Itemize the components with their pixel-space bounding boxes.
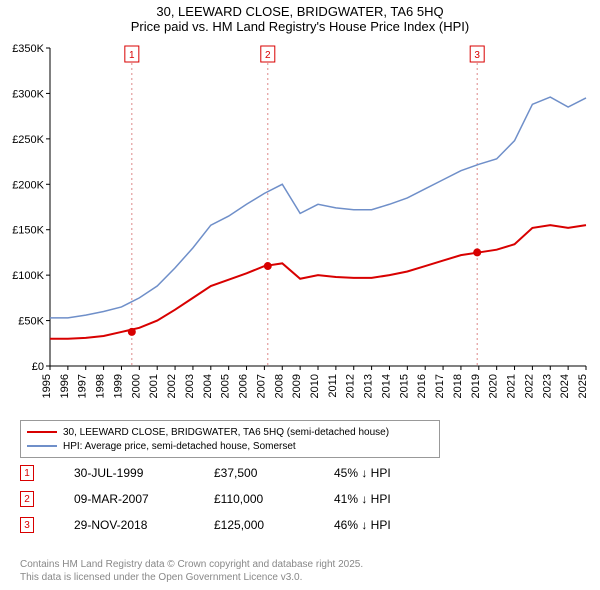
title-line1: 30, LEEWARD CLOSE, BRIDGWATER, TA6 5HQ: [0, 4, 600, 19]
footer-line1: Contains HM Land Registry data © Crown c…: [20, 559, 363, 572]
sales-row: 2 09-MAR-2007£110,00041% ↓ HPI: [20, 486, 434, 512]
svg-text:2019: 2019: [470, 374, 482, 398]
svg-text:2006: 2006: [238, 374, 250, 398]
legend: 30, LEEWARD CLOSE, BRIDGWATER, TA6 5HQ (…: [20, 420, 440, 458]
svg-text:2016: 2016: [416, 374, 428, 398]
svg-text:2001: 2001: [148, 374, 160, 398]
sale-price: £37,500: [214, 466, 334, 480]
svg-text:2024: 2024: [559, 374, 571, 398]
legend-row: 30, LEEWARD CLOSE, BRIDGWATER, TA6 5HQ (…: [27, 425, 433, 439]
svg-text:£350K: £350K: [12, 43, 44, 55]
svg-text:£0: £0: [32, 361, 44, 373]
svg-text:2003: 2003: [184, 374, 196, 398]
chart-svg: £0 £50K £100K £150K £200K £250K £300K £350K 1995…: [0, 40, 600, 410]
sale-marker-box: 2: [20, 491, 34, 507]
sales-table: 1 30-JUL-1999£37,50045% ↓ HPI 2 09-MAR-2007…: [20, 460, 434, 538]
svg-text:2013: 2013: [363, 374, 375, 398]
svg-text:3: 3: [474, 50, 480, 61]
chart-title: 30, LEEWARD CLOSE, BRIDGWATER, TA6 5HQ P…: [0, 0, 600, 34]
legend-label: 30, LEEWARD CLOSE, BRIDGWATER, TA6 5HQ (…: [63, 427, 389, 438]
svg-text:1995: 1995: [41, 374, 53, 398]
svg-text:£300K: £300K: [12, 88, 44, 100]
sale-delta: 46% ↓ HPI: [334, 518, 434, 532]
svg-text:2004: 2004: [202, 374, 214, 398]
svg-text:£250K: £250K: [12, 134, 44, 146]
sale-marker-box: 3: [20, 517, 34, 533]
svg-text:2025: 2025: [577, 374, 589, 398]
svg-text:2021: 2021: [506, 374, 518, 398]
svg-text:2012: 2012: [345, 374, 357, 398]
sale-price: £125,000: [214, 518, 334, 532]
sale-marker-box: 1: [20, 465, 34, 481]
sales-row: 3 29-NOV-2018£125,00046% ↓ HPI: [20, 512, 434, 538]
sale-date: 09-MAR-2007: [74, 492, 214, 506]
svg-text:2015: 2015: [398, 374, 410, 398]
svg-text:2002: 2002: [166, 374, 178, 398]
title-line2: Price paid vs. HM Land Registry's House …: [0, 19, 600, 34]
sale-date: 30-JUL-1999: [74, 466, 214, 480]
svg-text:2018: 2018: [452, 374, 464, 398]
svg-text:1997: 1997: [77, 374, 89, 398]
svg-text:2007: 2007: [255, 374, 267, 398]
svg-text:1: 1: [129, 50, 135, 61]
sale-delta: 41% ↓ HPI: [334, 492, 434, 506]
svg-text:2: 2: [265, 50, 271, 61]
svg-text:1998: 1998: [95, 374, 107, 398]
svg-text:1999: 1999: [112, 374, 124, 398]
svg-text:£150K: £150K: [12, 225, 44, 237]
chart-area: £0 £50K £100K £150K £200K £250K £300K £350K 1995…: [0, 40, 600, 410]
legend-swatch: [27, 445, 57, 447]
svg-text:2020: 2020: [488, 374, 500, 398]
svg-text:£200K: £200K: [12, 179, 44, 191]
svg-text:2017: 2017: [434, 374, 446, 398]
sale-date: 29-NOV-2018: [74, 518, 214, 532]
svg-text:2000: 2000: [130, 374, 142, 398]
legend-swatch: [27, 431, 57, 433]
svg-text:2022: 2022: [523, 374, 535, 398]
legend-label: HPI: Average price, semi-detached house,…: [63, 441, 296, 452]
svg-text:2005: 2005: [220, 374, 232, 398]
legend-row: HPI: Average price, semi-detached house,…: [27, 439, 433, 453]
svg-text:2023: 2023: [541, 374, 553, 398]
svg-text:2010: 2010: [309, 374, 321, 398]
svg-text:£100K: £100K: [12, 270, 44, 282]
svg-text:2008: 2008: [273, 374, 285, 398]
svg-text:2011: 2011: [327, 374, 339, 398]
svg-text:2014: 2014: [380, 374, 392, 398]
svg-text:2009: 2009: [291, 374, 303, 398]
sale-delta: 45% ↓ HPI: [334, 466, 434, 480]
svg-text:£50K: £50K: [18, 316, 44, 328]
sale-price: £110,000: [214, 492, 334, 506]
footer-line2: This data is licensed under the Open Gov…: [20, 572, 363, 585]
svg-text:1996: 1996: [59, 374, 71, 398]
sales-row: 1 30-JUL-1999£37,50045% ↓ HPI: [20, 460, 434, 486]
footer: Contains HM Land Registry data © Crown c…: [20, 559, 363, 584]
